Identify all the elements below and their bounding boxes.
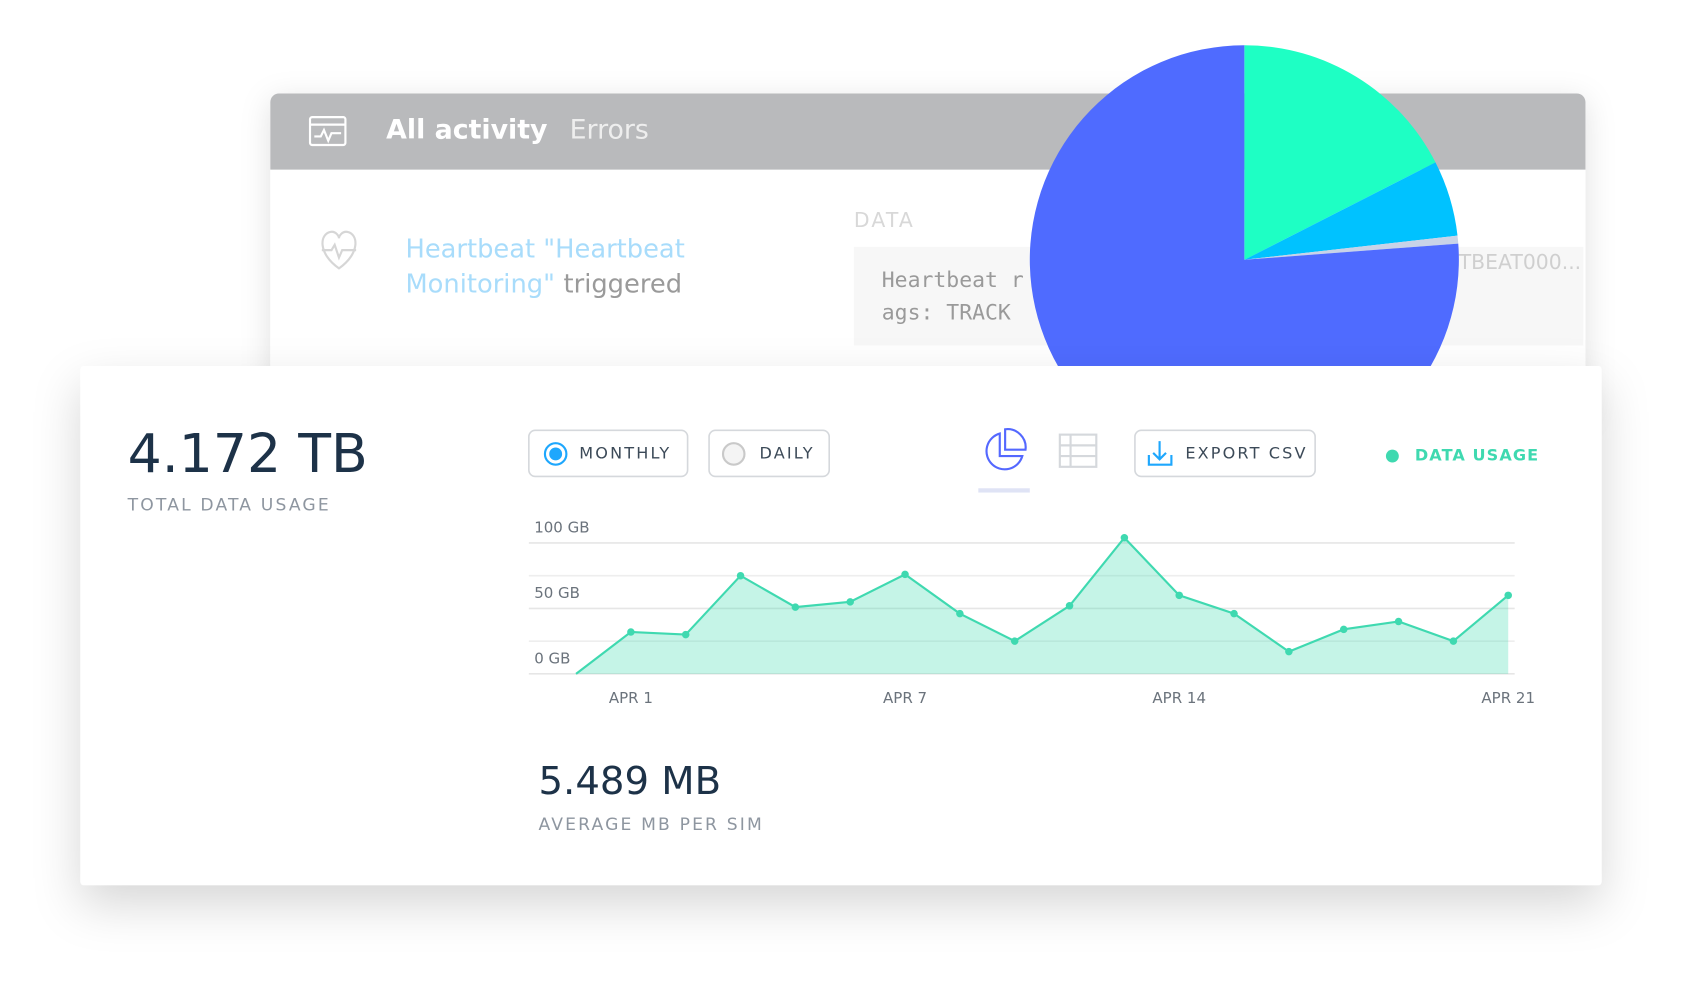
- data-line: ags: TRACK: [882, 300, 1011, 325]
- pie-slice: [1244, 45, 1436, 260]
- tab[interactable]: Errors: [570, 115, 649, 146]
- point: [736, 571, 745, 580]
- table-view-icon[interactable]: [1058, 433, 1098, 468]
- legend-label: DATA USAGE: [1415, 446, 1539, 465]
- event-line: Monitoring" triggered: [405, 269, 682, 299]
- toggle-label[interactable]: DAILY: [759, 443, 814, 462]
- point: [681, 630, 690, 639]
- usage-panel: 4.172 TB TOTAL DATA USAGE MONTHLY DAILY …: [80, 365, 1602, 886]
- view-underline: [978, 488, 1030, 493]
- point: [846, 598, 854, 606]
- point: [1449, 637, 1458, 645]
- point: [901, 570, 909, 579]
- event-link[interactable]: Heartbeat "Heartbeat: [405, 235, 684, 265]
- y-tick-label: 100 GB: [534, 518, 589, 536]
- pie-slice: [1244, 235, 1459, 260]
- toggle-daily[interactable]: [708, 429, 831, 478]
- tab[interactable]: All activity: [386, 115, 547, 146]
- export-button[interactable]: [1134, 429, 1316, 478]
- radio[interactable]: [721, 442, 746, 466]
- point: [1394, 617, 1403, 626]
- point: [1175, 591, 1183, 600]
- export-label[interactable]: EXPORT CSV: [1185, 443, 1307, 462]
- point: [1504, 591, 1512, 600]
- x-tick-label: APR 1: [609, 689, 653, 707]
- point: [627, 628, 635, 636]
- point: [791, 603, 800, 611]
- heartbeat-icon: [321, 230, 357, 270]
- data-line: Heartbeat r: [882, 268, 1024, 293]
- y-tick-label: 0 GB: [534, 649, 570, 667]
- point: [1339, 625, 1348, 634]
- download-icon: [1147, 441, 1173, 466]
- x-tick-label: APR 7: [883, 689, 927, 707]
- y-tick-label: 50 GB: [534, 584, 580, 602]
- radio-dot: [549, 447, 563, 461]
- toggle-label[interactable]: MONTHLY: [579, 443, 671, 462]
- event-link[interactable]: Monitoring": [405, 269, 554, 299]
- event-text: triggered: [564, 269, 683, 299]
- area: [576, 537, 1509, 674]
- point: [1120, 533, 1129, 542]
- x-tick-label: APR 21: [1481, 689, 1535, 707]
- point: [1010, 637, 1019, 645]
- data-label: DATA: [854, 208, 915, 232]
- total-value: 4.172 TB: [128, 422, 368, 485]
- pie-view-icon[interactable]: [985, 428, 1027, 471]
- point: [1065, 602, 1074, 610]
- point: [1285, 647, 1293, 656]
- pie-slice: [1244, 162, 1458, 260]
- x-tick-label: APR 14: [1152, 689, 1206, 707]
- activity-icon: [308, 116, 347, 147]
- legend-dot: [1385, 449, 1399, 463]
- toggle-monthly[interactable]: [528, 429, 689, 478]
- event-id: TBEAT000...: [1458, 250, 1581, 274]
- point: [956, 609, 964, 618]
- average-label: AVERAGE MB PER SIM: [538, 815, 763, 835]
- point: [1230, 609, 1238, 618]
- line-chart: 0 GB 50 GB 100 GB APR 1 APR 7 APR 14 APR 21 DAT…: [528, 446, 1539, 707]
- panel-bg: [80, 365, 1602, 886]
- line: [575, 536, 1509, 675]
- total-label: TOTAL DATA USAGE: [127, 495, 331, 515]
- average-value: 5.489 MB: [538, 759, 721, 804]
